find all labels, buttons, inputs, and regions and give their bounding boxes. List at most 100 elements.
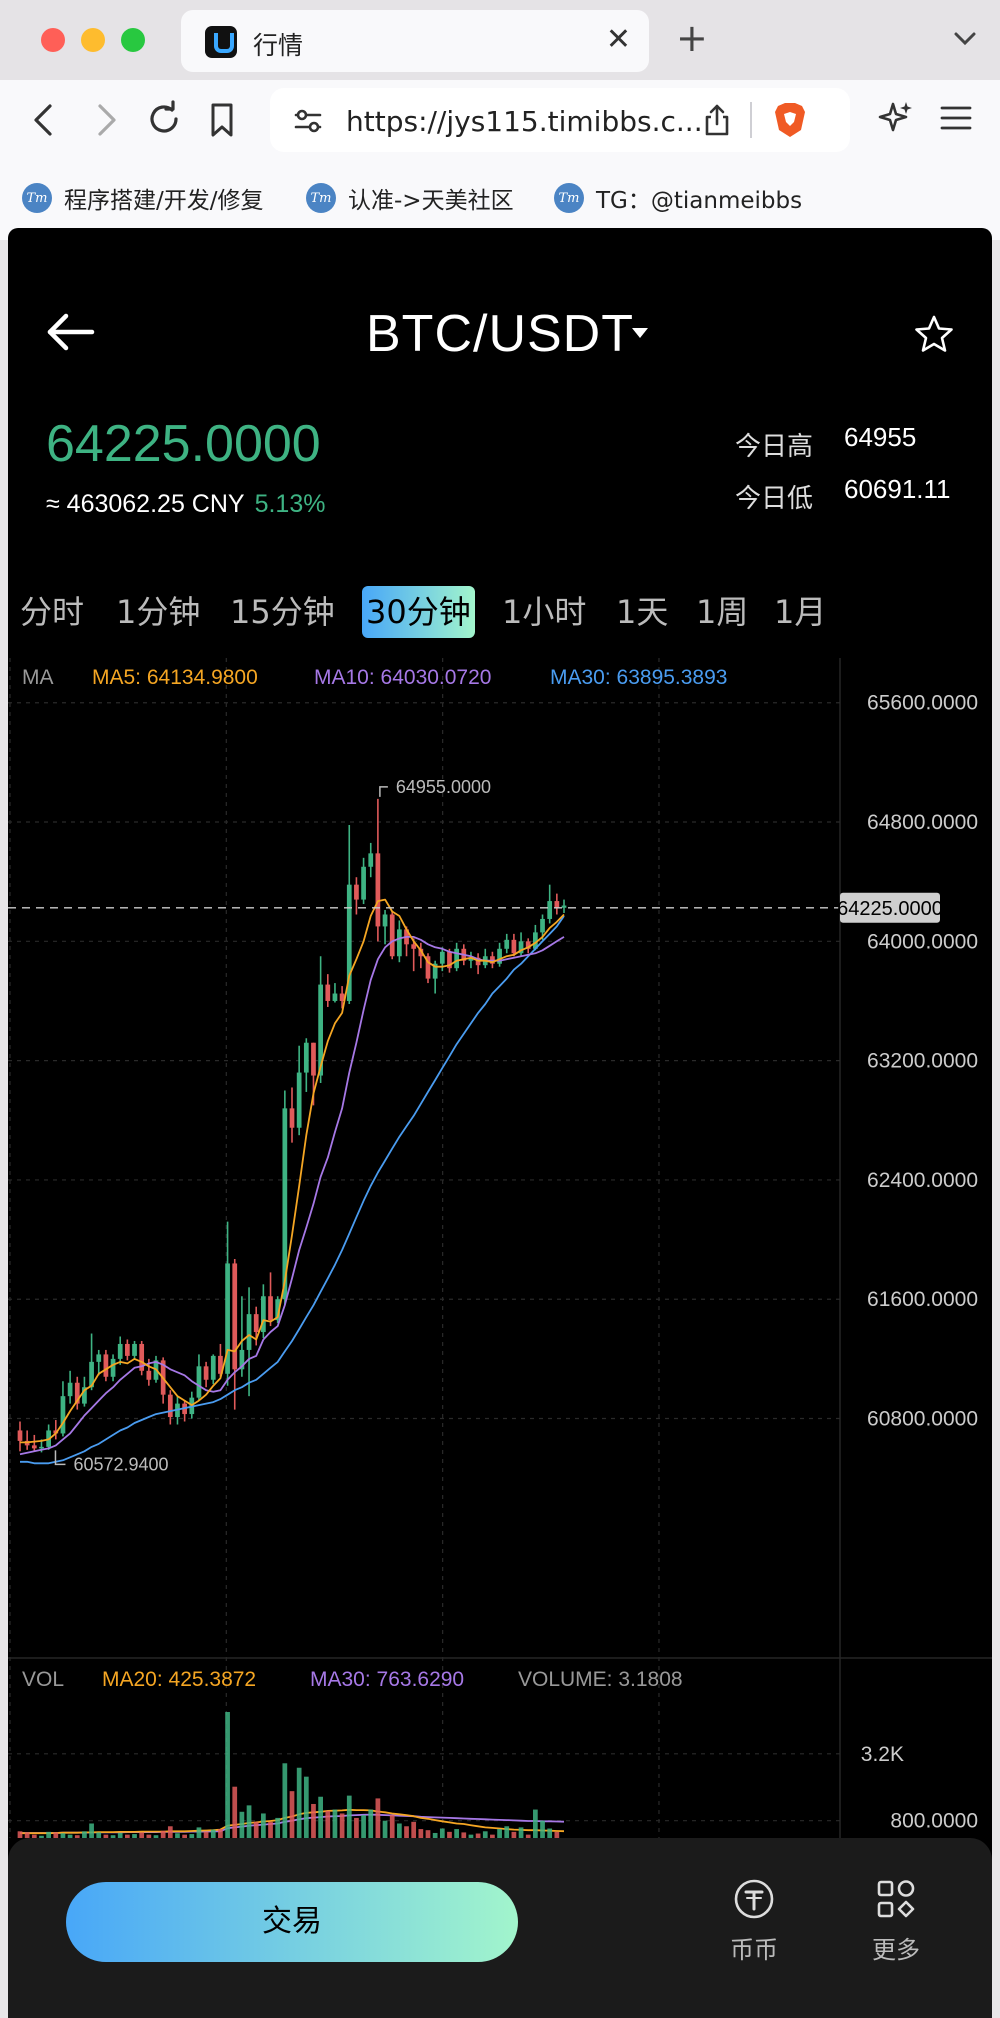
caret-down-icon[interactable] xyxy=(632,328,648,338)
new-tab-icon[interactable]: + xyxy=(676,16,708,60)
candle-body xyxy=(468,957,474,961)
bookmark-icon[interactable] xyxy=(208,102,236,138)
candle-body xyxy=(325,984,331,1001)
timeframe-tab[interactable]: 1月 xyxy=(774,593,827,631)
bookmark-label: 程序搭建/开发/修复 xyxy=(64,188,264,214)
volume-bars xyxy=(17,1712,560,1838)
spot-nav-label: 币币 xyxy=(730,1936,778,1964)
back-icon[interactable] xyxy=(30,102,60,138)
candle-body xyxy=(232,1263,238,1370)
bookmark-item[interactable]: Tm 程序搭建/开发/修复 xyxy=(22,176,264,220)
max-annotation: 64955.0000 xyxy=(379,777,491,797)
axis-labels: 65600.0000 64800.0000 64000.0000 63200.0000… xyxy=(861,692,978,1833)
trade-button[interactable]: 交易 xyxy=(66,1882,518,1962)
volume-bar xyxy=(418,1829,424,1838)
favorite-star-icon[interactable] xyxy=(914,314,954,354)
candle-body xyxy=(525,941,531,949)
candle-body xyxy=(382,914,388,927)
volume-bar xyxy=(46,1831,51,1838)
volume-bar xyxy=(490,1834,495,1838)
candle-body xyxy=(74,1382,80,1404)
tab-close-icon[interactable]: ✕ xyxy=(605,22,631,57)
brave-shields-icon[interactable] xyxy=(770,100,810,140)
chevron-down-icon[interactable] xyxy=(950,24,980,54)
candle-body xyxy=(167,1394,173,1418)
candle-body xyxy=(117,1343,123,1359)
volume-bar xyxy=(210,1829,216,1838)
timeframe-tab[interactable]: 1分钟 xyxy=(116,593,201,631)
timeframe-tab-active[interactable]: 30分钟 xyxy=(362,586,475,638)
volume-bar xyxy=(368,1809,374,1838)
volume-bar xyxy=(132,1834,137,1838)
current-price-tag xyxy=(840,892,940,923)
address-bar[interactable]: https://jys115.timibbs.c... xyxy=(270,88,850,152)
high-label: 今日高 xyxy=(735,432,814,462)
candle-body xyxy=(225,1263,230,1374)
volume-bar xyxy=(67,1834,73,1838)
candle-body xyxy=(39,1446,44,1449)
volume-bar xyxy=(533,1809,538,1838)
candle-body xyxy=(389,914,395,957)
tether-coin-icon xyxy=(734,1879,774,1919)
candle-body xyxy=(282,1108,288,1300)
volume-bar xyxy=(125,1834,130,1838)
volume-bar xyxy=(303,1776,309,1838)
bookmark-label: 认准->天美社区 xyxy=(348,188,514,214)
site-settings-icon[interactable] xyxy=(292,106,324,136)
spot-nav-item[interactable]: 币币 xyxy=(714,1878,794,1965)
timeframe-tab[interactable]: 分时 xyxy=(20,593,85,631)
browser-toolbar: https://jys115.timibbs.c... Tm 程序搭建/开发/修… xyxy=(0,80,1000,240)
volume-bar xyxy=(339,1813,345,1838)
share-icon[interactable] xyxy=(702,102,732,138)
timeframe-tab[interactable]: 15分钟 xyxy=(230,593,335,631)
ma5-line xyxy=(20,898,565,1444)
window-zoom-button[interactable] xyxy=(121,28,145,52)
window-close-button[interactable] xyxy=(41,28,65,52)
timeframe-tab[interactable]: 1周 xyxy=(696,593,749,631)
url-text[interactable]: https://jys115.timibbs.c... xyxy=(346,105,703,138)
menu-icon[interactable] xyxy=(940,104,972,132)
volume-bar xyxy=(31,1834,37,1838)
ai-sparkle-icon[interactable] xyxy=(878,100,914,136)
candle-body xyxy=(268,1296,273,1321)
volume-bar xyxy=(53,1832,59,1838)
volume-bar xyxy=(332,1809,338,1838)
volume-bar xyxy=(475,1833,481,1838)
candle-body xyxy=(125,1343,130,1356)
volume-bar xyxy=(411,1821,417,1838)
volume-bar xyxy=(261,1813,266,1838)
candle-body xyxy=(96,1354,102,1362)
forward-icon[interactable] xyxy=(90,102,120,138)
browser-tab[interactable]: 行情 ✕ xyxy=(181,10,649,72)
candle-body xyxy=(540,918,545,933)
candle-body xyxy=(318,984,323,1076)
more-nav-item[interactable]: 更多 xyxy=(856,1878,936,1965)
candle-body xyxy=(346,884,352,1001)
volume-bar xyxy=(325,1810,331,1838)
candles xyxy=(17,798,567,1453)
volume-bar xyxy=(540,1820,545,1838)
max-price-annotation: 64955.0000 xyxy=(396,777,491,797)
timeframe-tab[interactable]: 1天 xyxy=(616,593,669,631)
ma-legend-label: MA xyxy=(22,666,54,689)
pair-selector[interactable]: BTC/USDT xyxy=(366,305,634,363)
reload-icon[interactable] xyxy=(146,100,182,138)
market-page: BTC/USDT 64225.0000 ≈ 463062.25 CNY 5.13%… xyxy=(8,228,992,2018)
bookmark-favicon-icon: Tm xyxy=(22,183,52,213)
volume-bar xyxy=(239,1811,245,1838)
ma30-legend: MA30: 63895.3893 xyxy=(550,666,727,689)
volume-bar xyxy=(203,1831,209,1838)
kline-chart[interactable]: 65600.0000 64800.0000 64000.0000 63200.0000… xyxy=(8,658,992,1838)
candle-body xyxy=(561,905,567,908)
bookmark-favicon-icon: Tm xyxy=(554,183,584,213)
window-minimize-button[interactable] xyxy=(81,28,105,52)
candle-body xyxy=(554,901,560,908)
volume-bar xyxy=(397,1823,402,1838)
bookmark-item[interactable]: Tm TG：@tianmeibbs xyxy=(554,176,802,220)
timeframe-tab[interactable]: 1小时 xyxy=(502,593,587,631)
bookmark-item[interactable]: Tm 认准->天美社区 xyxy=(306,176,514,220)
y-tick-label: 64000.0000 xyxy=(867,930,978,953)
candle-body xyxy=(332,993,338,1001)
back-arrow-icon[interactable] xyxy=(46,312,96,352)
vol-ma20-legend: MA20: 425.3872 xyxy=(102,1668,256,1691)
